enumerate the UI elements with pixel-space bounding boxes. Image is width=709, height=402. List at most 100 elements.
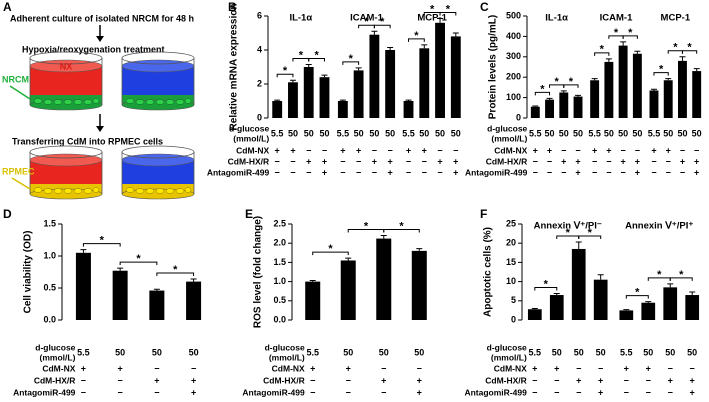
significance-label: *	[628, 27, 633, 39]
significance-bracket	[276, 73, 294, 78]
error-bar	[620, 41, 627, 46]
condition-mark: +	[547, 145, 552, 155]
significance-label: *	[614, 27, 619, 39]
condition-mark: −	[532, 375, 537, 385]
y-tick-label: 0.0	[43, 314, 56, 324]
condition-label: CdM-NX	[272, 363, 305, 373]
error-bar	[309, 279, 316, 282]
condition-mark: +	[437, 156, 442, 166]
condition-mark: −	[306, 167, 311, 177]
panel-label: D	[3, 207, 12, 221]
condition-mark: −	[651, 156, 656, 166]
error-bar	[597, 274, 604, 280]
bar	[678, 60, 687, 118]
condition-mark: −	[290, 156, 295, 166]
condition-value: 50	[663, 128, 673, 138]
condition-mark: −	[81, 387, 86, 397]
condition-value: 5.5	[529, 128, 542, 138]
condition-mark: +	[635, 167, 640, 177]
condition-mark: +	[322, 167, 327, 177]
condition-mark: −	[422, 167, 427, 177]
condition-mark: +	[690, 387, 695, 397]
condition-mark: +	[606, 145, 611, 155]
bar	[337, 101, 348, 118]
cell-label: RPMEC	[2, 166, 35, 176]
error-bar	[153, 288, 160, 291]
bar	[411, 250, 427, 320]
bar	[692, 71, 702, 118]
significance-bracket	[681, 50, 698, 54]
group-label: ICAM-1	[350, 13, 383, 24]
y-tick-label: 10	[506, 276, 516, 286]
significance-label: *	[173, 264, 178, 276]
condition-mark: +	[453, 167, 458, 177]
y-tick-label: 0	[516, 112, 521, 122]
condition-mark: −	[437, 167, 442, 177]
significance-label: *	[380, 16, 385, 28]
condition-mark: −	[547, 156, 552, 166]
error-bar	[531, 307, 538, 310]
significance-label: *	[657, 269, 662, 281]
bar	[319, 77, 330, 118]
significance-bracket	[308, 57, 325, 62]
condition-label: d-glucose	[487, 342, 527, 352]
condition-value: 50	[288, 128, 298, 138]
significance-label: *	[314, 49, 319, 61]
dish	[29, 145, 103, 200]
condition-value: 50	[152, 347, 162, 357]
y-tick-label: 5	[511, 295, 516, 305]
group-label: Annexin Ⅴ⁺/PI⁺	[625, 221, 693, 232]
condition-value: 50	[369, 128, 379, 138]
condition-mark: +	[346, 363, 351, 373]
significance-label: *	[659, 64, 664, 76]
condition-value: 50	[304, 128, 314, 138]
condition-mark: −	[406, 167, 411, 177]
y-tick-label: 2.5	[273, 218, 286, 228]
condition-mark: +	[694, 156, 699, 166]
significance-label: *	[540, 83, 545, 95]
condition-mark: −	[453, 145, 458, 155]
condition-mark: −	[666, 156, 671, 166]
condition-value: 50	[687, 347, 697, 357]
bar	[340, 260, 356, 320]
condition-mark: −	[381, 363, 386, 373]
condition-mark: −	[356, 156, 361, 166]
condition-mark: −	[554, 375, 559, 385]
condition-mark: +	[453, 156, 458, 166]
bar	[149, 290, 165, 320]
error-bar	[80, 249, 87, 253]
condition-mark: −	[306, 145, 311, 155]
condition-mark: +	[592, 145, 597, 155]
y-tick-label: 200	[506, 72, 521, 82]
bar	[618, 45, 628, 118]
condition-mark: −	[322, 145, 327, 155]
dish	[121, 51, 195, 111]
y-tick-label: 500	[506, 10, 521, 20]
significance-bracket	[439, 12, 457, 16]
panel-label: A	[3, 0, 12, 14]
dish	[121, 145, 195, 200]
y-tick-label: 1.0	[273, 276, 286, 286]
dish-label: NX	[60, 61, 73, 71]
condition-mark: +	[561, 156, 566, 166]
condition-mark: +	[533, 145, 538, 155]
significance-bracket	[373, 24, 391, 29]
condition-label: CdM-HX/R	[34, 375, 76, 385]
condition-mark: −	[592, 167, 597, 177]
condition-mark: −	[191, 363, 196, 373]
error-bar	[345, 257, 352, 261]
condition-mark: +	[191, 375, 196, 385]
condition-mark: +	[388, 156, 393, 166]
condition-label: CdM-NX	[494, 363, 527, 373]
condition-value: 50	[604, 128, 614, 138]
group-label: IL-1α	[545, 13, 568, 24]
significance-bracket	[534, 91, 551, 96]
group-label: IL-1α	[289, 13, 312, 24]
condition-mark: +	[417, 387, 422, 397]
condition-value: 5.5	[620, 347, 633, 357]
condition-mark: −	[624, 375, 629, 385]
bar	[619, 310, 634, 320]
error-bar	[689, 291, 696, 296]
error-bar	[355, 67, 362, 71]
condition-mark: −	[275, 156, 280, 166]
